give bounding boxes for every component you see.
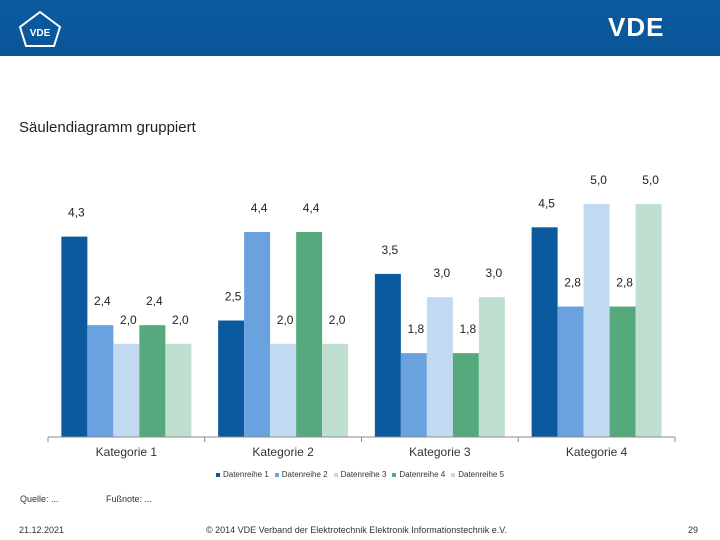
- legend-swatch: [215, 472, 220, 477]
- bar-5-3: [478, 297, 505, 437]
- logo-left-text: VDE: [30, 28, 51, 39]
- legend-item: Datenreihe 3: [333, 470, 387, 479]
- x-tick-label: Kategorie 3: [409, 445, 471, 459]
- legend-swatch: [333, 472, 338, 477]
- legend-swatch: [274, 472, 279, 477]
- bar-4-2: [296, 231, 323, 437]
- bar-3-2: [270, 343, 297, 437]
- data-label: 3,0: [486, 266, 503, 280]
- bar-2-2: [244, 231, 271, 437]
- legend-label: Datenreihe 3: [340, 470, 387, 479]
- legend-item: Datenreihe 4: [392, 470, 445, 479]
- data-label: 2,4: [146, 294, 163, 308]
- bar-4-1: [139, 325, 166, 437]
- bar-1-1: [61, 236, 88, 437]
- legend-item: Datenreihe 5: [451, 470, 504, 479]
- x-tick-label: Kategorie 1: [96, 445, 158, 459]
- x-tick-label: Kategorie 2: [252, 445, 314, 459]
- bar-2-4: [557, 306, 584, 437]
- bar-2-3: [400, 353, 427, 437]
- data-label: 2,0: [329, 313, 346, 327]
- data-label: 4,3: [68, 206, 85, 220]
- data-label: 2,0: [277, 313, 294, 327]
- legend-swatch: [451, 472, 456, 477]
- data-label: 4,4: [303, 201, 320, 215]
- data-label: 2,8: [616, 276, 633, 290]
- source-note: Quelle: ...: [20, 494, 59, 504]
- legend-item: Datenreihe 1: [215, 470, 269, 479]
- page-number: 29: [688, 525, 699, 535]
- footnote: Fußnote: ...: [106, 494, 153, 504]
- bar-4-3: [452, 353, 479, 437]
- x-tick-label: Kategorie 4: [566, 445, 628, 459]
- bar-3-3: [426, 297, 453, 437]
- data-label: 5,0: [590, 173, 607, 187]
- data-label: 5,0: [642, 173, 659, 187]
- bar-3-1: [113, 343, 140, 437]
- bar-1-2: [218, 320, 245, 437]
- header-band: VDE VDE: [0, 0, 720, 56]
- bar-1-4: [531, 227, 558, 437]
- grouped-bar-chart: 4,3 2,4 2,0 2,4 2,0 Kategorie 1 2,5 4,4 2,0 4,4 2,…: [47, 173, 676, 459]
- data-label: 2,5: [225, 290, 242, 304]
- data-label: 2,0: [172, 313, 189, 327]
- data-label: 2,8: [564, 276, 581, 290]
- vde-wordmark-logo: VDE: [608, 12, 665, 42]
- bar-3-4: [583, 204, 610, 437]
- legend-label: Datenreihe 5: [458, 470, 505, 479]
- data-label: 1,8: [460, 322, 477, 336]
- bar-1-3: [374, 273, 401, 437]
- data-label: 1,8: [408, 322, 425, 336]
- slide-title: Säulendiagramm gruppiert: [19, 119, 196, 136]
- legend-swatch: [392, 472, 397, 477]
- legend-label: Datenreihe 1: [222, 470, 269, 479]
- bar-5-2: [322, 343, 349, 437]
- footer-date: 21.12.2021: [19, 525, 65, 535]
- bar-4-4: [609, 306, 636, 437]
- data-label: 2,4: [94, 294, 111, 308]
- legend-label: Datenreihe 2: [281, 470, 328, 479]
- data-label: 2,0: [120, 313, 137, 327]
- bar-2-1: [87, 325, 114, 437]
- bar-5-1: [165, 343, 192, 437]
- legend-item: Datenreihe 2: [274, 470, 328, 479]
- data-label: 4,5: [538, 196, 555, 210]
- vde-emblem-logo: VDE: [18, 10, 62, 47]
- data-label: 3,0: [434, 266, 451, 280]
- data-label: 4,4: [251, 201, 268, 215]
- footer-copyright: © 2014 VDE Verband der Elektrotechnik El…: [206, 525, 507, 535]
- bar-5-4: [635, 204, 662, 437]
- chart-legend: Datenreihe 1 Datenreihe 2 Datenreihe 3 Date…: [0, 470, 720, 479]
- legend-label: Datenreihe 4: [399, 470, 446, 479]
- data-label: 3,5: [382, 243, 399, 257]
